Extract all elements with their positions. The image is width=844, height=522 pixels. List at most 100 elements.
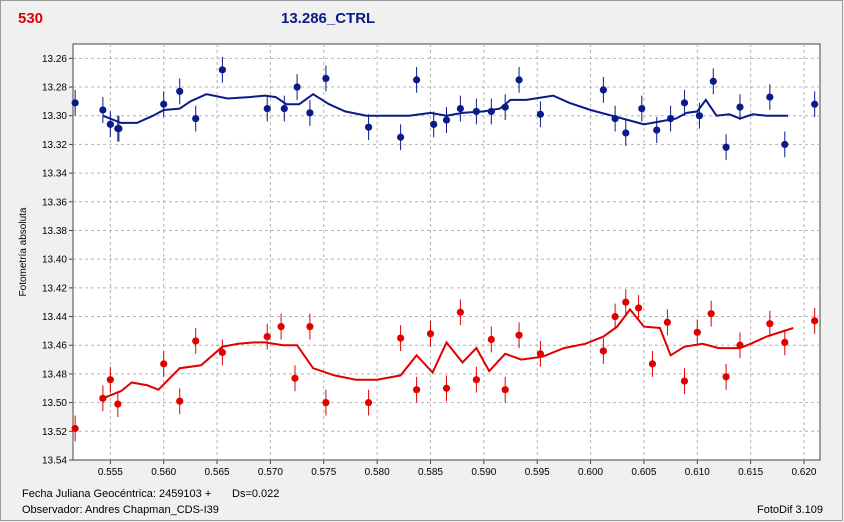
x-tick-label: 0.600 — [578, 467, 603, 478]
data-point — [280, 104, 288, 113]
data-point — [667, 114, 675, 123]
x-tick-label: 0.585 — [418, 467, 443, 478]
data-point — [781, 140, 789, 149]
data-point — [536, 350, 545, 358]
data-point — [71, 99, 79, 107]
data-point — [622, 298, 630, 306]
y-tick-label: 13.34 — [42, 169, 67, 180]
data-point — [501, 386, 509, 394]
data-point — [811, 317, 819, 325]
data-point — [442, 116, 451, 124]
x-tick-label: 0.590 — [471, 467, 496, 478]
data-point — [487, 335, 495, 344]
data-point — [218, 348, 226, 357]
x-tick-label: 0.555 — [98, 467, 123, 478]
data-point — [71, 424, 79, 433]
data-point — [501, 103, 509, 111]
y-tick-label: 13.46 — [42, 341, 67, 352]
data-point — [442, 384, 451, 392]
x-tick-label: 0.580 — [365, 467, 390, 478]
data-point — [599, 86, 607, 94]
data-point — [515, 331, 523, 339]
y-tick-label: 13.44 — [42, 312, 67, 323]
data-point — [192, 114, 200, 123]
data-point — [397, 133, 405, 141]
data-point — [653, 126, 661, 134]
data-point — [176, 87, 184, 95]
data-point — [364, 399, 373, 407]
trend-line — [102, 92, 788, 126]
x-tick-label: 0.620 — [791, 467, 816, 478]
x-tick-label: 0.575 — [311, 467, 336, 478]
data-point — [622, 129, 630, 137]
y-tick-label: 13.30 — [42, 111, 67, 122]
data-point — [611, 114, 619, 123]
data-point — [736, 341, 744, 349]
star-id-title: 530 — [18, 10, 44, 27]
y-axis-label: Fotometría absoluta — [18, 207, 29, 296]
data-point — [114, 400, 122, 408]
data-point — [397, 334, 405, 342]
data-point — [218, 66, 226, 74]
series-0 — [71, 56, 819, 161]
data-point — [106, 376, 114, 384]
y-tick-label: 13.36 — [42, 197, 67, 208]
data-point — [680, 99, 689, 107]
data-point — [99, 394, 107, 402]
data-point — [263, 333, 271, 341]
y-axis-ticks: 13.26 13.28 13.30 13.32 13.34 13.36 13.38 13.40… — [42, 54, 73, 467]
series-layer — [71, 56, 819, 442]
data-point — [293, 83, 301, 91]
comparison-star-title: 13.286_CTRL — [281, 10, 376, 27]
julian-date-label: Fecha Juliana Geocéntrica: 2459103 + — [22, 488, 212, 500]
data-point — [322, 74, 330, 83]
data-point — [634, 304, 643, 312]
software-version: FotoDif 3.109 — [757, 504, 824, 516]
data-point — [722, 373, 730, 381]
data-point — [663, 318, 671, 326]
data-point — [413, 76, 421, 84]
data-point — [456, 308, 464, 316]
ds-label: Ds=0.022 — [232, 488, 280, 500]
data-point — [680, 377, 689, 385]
observer-label: Observador: Andres Chapman_CDS-I39 — [22, 504, 219, 516]
data-point — [192, 337, 200, 345]
data-point — [426, 330, 435, 338]
data-point — [766, 93, 774, 101]
data-point — [176, 397, 184, 405]
data-point — [487, 107, 495, 116]
x-tick-label: 0.595 — [525, 467, 550, 478]
data-point — [115, 125, 123, 133]
data-point — [306, 109, 314, 117]
data-point — [736, 103, 744, 111]
data-point — [456, 104, 464, 113]
y-tick-label: 13.40 — [42, 255, 67, 266]
data-point — [648, 360, 657, 368]
data-point — [106, 120, 114, 128]
data-point — [472, 376, 480, 384]
data-point — [99, 106, 107, 114]
data-point — [306, 322, 314, 331]
x-tick-label: 0.560 — [151, 467, 176, 478]
data-point — [536, 110, 545, 118]
y-tick-label: 13.52 — [42, 427, 67, 438]
data-point — [811, 100, 819, 108]
data-point — [599, 347, 607, 355]
trend-line — [102, 307, 794, 400]
y-tick-label: 13.42 — [42, 283, 67, 294]
data-point — [277, 322, 285, 331]
series-1 — [71, 289, 819, 442]
y-tick-label: 13.50 — [42, 398, 67, 409]
y-tick-label: 13.54 — [42, 456, 67, 467]
data-point — [160, 100, 168, 108]
data-point — [707, 310, 715, 318]
data-point — [695, 112, 704, 120]
data-point — [611, 312, 619, 321]
data-point — [430, 120, 438, 128]
data-point — [781, 338, 789, 346]
x-tick-label: 0.565 — [205, 467, 230, 478]
x-axis-ticks: 0.555 0.560 0.565 0.570 0.575 0.580 0.585 0.590… — [98, 460, 817, 478]
data-point — [766, 320, 774, 328]
